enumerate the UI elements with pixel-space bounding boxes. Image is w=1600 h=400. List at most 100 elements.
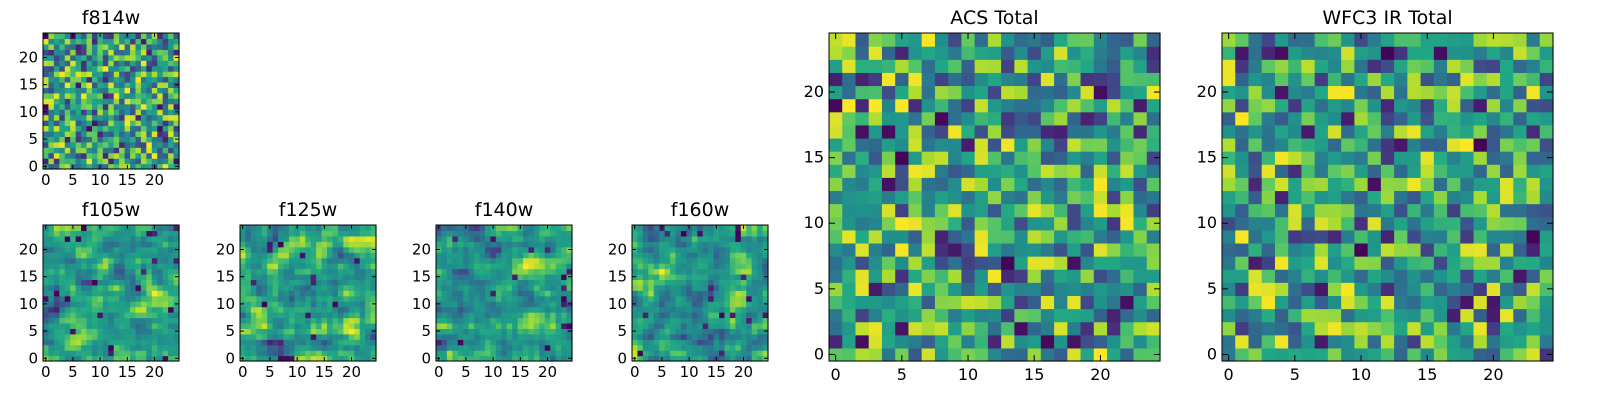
heatmap-cell bbox=[1354, 203, 1369, 218]
heatmap-cell bbox=[479, 241, 486, 248]
heatmap-cell bbox=[157, 125, 164, 132]
heatmap-cell bbox=[757, 322, 764, 329]
heatmap-cell bbox=[648, 252, 655, 259]
heatmap-cell bbox=[501, 295, 508, 302]
heatmap-cell bbox=[288, 257, 295, 264]
heatmap-cell bbox=[1314, 242, 1329, 257]
heatmap-cell bbox=[1274, 164, 1289, 178]
heatmap-cell bbox=[1407, 308, 1422, 323]
heatmap-cell bbox=[1341, 59, 1355, 73]
heatmap-cell bbox=[75, 43, 82, 50]
heatmap-cell bbox=[119, 65, 126, 72]
heatmap-cell bbox=[53, 76, 60, 83]
heatmap-cell bbox=[130, 350, 137, 357]
heatmap-cell bbox=[343, 350, 350, 357]
heatmap-cell bbox=[642, 241, 649, 248]
heatmap-cell bbox=[708, 225, 715, 232]
heatmap-cell bbox=[91, 136, 98, 143]
heatmap-cell bbox=[921, 85, 936, 100]
heatmap-cell bbox=[48, 152, 55, 159]
heatmap-cell bbox=[140, 328, 147, 335]
heatmap-cell bbox=[59, 103, 66, 110]
heatmap-cell bbox=[436, 290, 443, 297]
heatmap-cell bbox=[735, 263, 742, 270]
heatmap-cell bbox=[48, 43, 55, 50]
heatmap-cell bbox=[1526, 46, 1541, 60]
heatmap-cell bbox=[842, 111, 857, 126]
heatmap-cell bbox=[1080, 151, 1095, 165]
heatmap-cell bbox=[680, 295, 687, 302]
heatmap-cell bbox=[59, 306, 66, 313]
heatmap-cell bbox=[948, 72, 962, 87]
heatmap-cell bbox=[102, 71, 109, 78]
heatmap-cell bbox=[1133, 321, 1148, 336]
heatmap-cell bbox=[365, 225, 372, 232]
heatmap-cell bbox=[632, 252, 639, 259]
heatmap-cell bbox=[102, 273, 109, 280]
heatmap-cell bbox=[746, 279, 753, 286]
heatmap-cell bbox=[908, 85, 923, 100]
heatmap-cell bbox=[561, 312, 568, 319]
heatmap-cell bbox=[452, 328, 459, 335]
heatmap-cell bbox=[250, 279, 257, 286]
heatmap-cell bbox=[343, 230, 350, 237]
heatmap-cell bbox=[343, 317, 350, 324]
heatmap-cell bbox=[697, 284, 704, 291]
heatmap-cell bbox=[1380, 347, 1395, 362]
heatmap-cell bbox=[130, 257, 137, 264]
heatmap-cell bbox=[686, 350, 693, 357]
heatmap-cell bbox=[86, 350, 93, 357]
heatmap-cell bbox=[961, 321, 976, 336]
heatmap-cell bbox=[102, 263, 109, 270]
heatmap-cell bbox=[97, 290, 104, 297]
heatmap-cell bbox=[321, 230, 328, 237]
heatmap-cell bbox=[162, 147, 169, 154]
heatmap-cell bbox=[539, 225, 546, 232]
heatmap-cell bbox=[70, 279, 77, 286]
heatmap-cell bbox=[97, 273, 104, 280]
heatmap-cell bbox=[327, 344, 334, 351]
heatmap-cell bbox=[724, 268, 731, 275]
heatmap-cell bbox=[348, 246, 355, 253]
heatmap-cell bbox=[157, 92, 164, 99]
heatmap-cell bbox=[245, 295, 252, 302]
heatmap-cell bbox=[724, 301, 731, 308]
heatmap-cell bbox=[261, 301, 268, 308]
heatmap-cell bbox=[506, 317, 513, 324]
heatmap-cell bbox=[278, 235, 285, 242]
heatmap-cell bbox=[533, 328, 540, 335]
heatmap-cell bbox=[86, 312, 93, 319]
heatmap-cell bbox=[250, 333, 257, 340]
heatmap-cell bbox=[523, 263, 530, 270]
heatmap-cell bbox=[173, 230, 180, 237]
heatmap-cell bbox=[1001, 164, 1015, 178]
heatmap-cell bbox=[506, 263, 513, 270]
heatmap-cell bbox=[441, 301, 448, 308]
heatmap-cell bbox=[762, 263, 769, 270]
x-tick-label: 5 bbox=[1290, 365, 1300, 384]
heatmap-cell bbox=[130, 114, 137, 121]
heatmap-cell bbox=[1354, 164, 1369, 178]
heatmap-cell bbox=[86, 136, 93, 143]
heatmap-cell bbox=[740, 279, 747, 286]
heatmap-cell bbox=[240, 252, 247, 259]
heatmap-cell bbox=[1001, 242, 1015, 257]
heatmap-cell bbox=[113, 350, 120, 357]
heatmap-cell bbox=[842, 98, 857, 113]
heatmap-cell bbox=[1420, 269, 1435, 283]
heatmap-cell bbox=[533, 306, 540, 313]
heatmap-cell bbox=[359, 333, 366, 340]
heatmap-cell bbox=[1001, 59, 1015, 73]
heatmap-cell bbox=[757, 257, 764, 264]
heatmap-cell bbox=[267, 263, 274, 270]
heatmap-cell bbox=[555, 306, 562, 313]
heatmap-cell bbox=[948, 229, 962, 244]
heatmap-cell bbox=[1513, 151, 1528, 165]
heatmap-cell bbox=[146, 125, 153, 132]
heatmap-cell bbox=[43, 147, 50, 154]
heatmap-cell bbox=[70, 344, 77, 351]
heatmap-cell bbox=[495, 284, 502, 291]
heatmap-cell bbox=[539, 252, 546, 259]
heatmap-cell bbox=[881, 59, 896, 73]
heatmap-cell bbox=[1500, 321, 1514, 336]
